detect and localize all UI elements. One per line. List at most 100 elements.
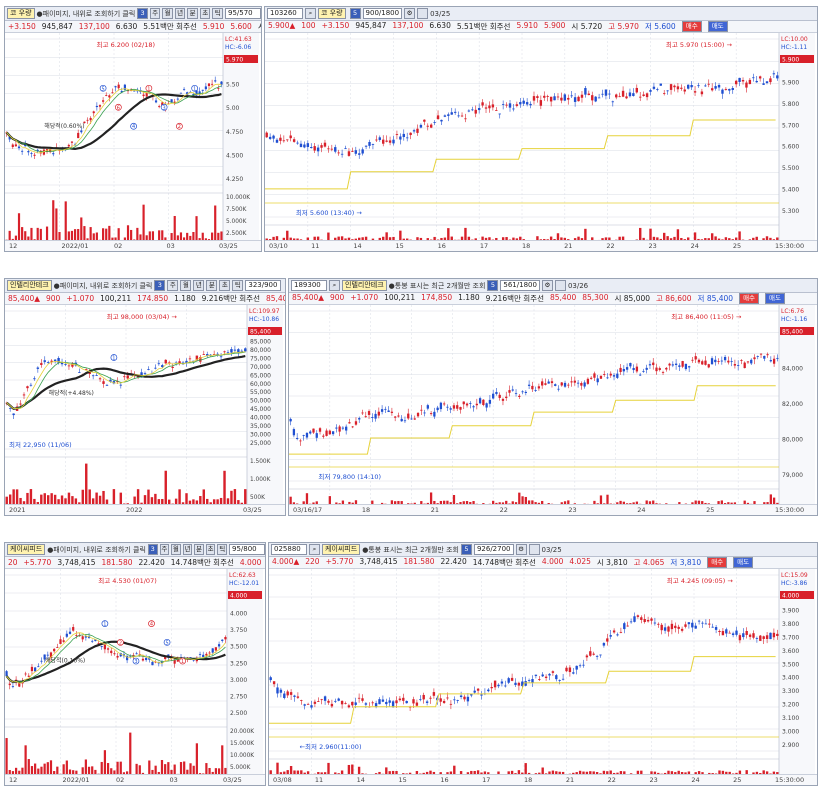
period-btn-month[interactable]: 월 bbox=[162, 8, 173, 19]
candle-body bbox=[95, 375, 98, 377]
candle-body bbox=[734, 80, 738, 85]
volume-bar bbox=[272, 236, 275, 241]
period-selector[interactable]: 5 bbox=[487, 280, 499, 291]
stock-name-field[interactable]: 인텔리안테크 bbox=[342, 280, 387, 291]
settings-gear-icon[interactable]: ⚙ bbox=[541, 280, 553, 291]
period-btn-year[interactable]: 년 bbox=[174, 8, 186, 19]
sell-button[interactable]: 매도 bbox=[707, 21, 728, 32]
period-btn-tick[interactable]: 틱 bbox=[212, 8, 223, 19]
volume-bar bbox=[776, 502, 779, 505]
volume-bar bbox=[469, 502, 472, 505]
candle-body bbox=[378, 699, 381, 705]
candle-body bbox=[772, 73, 776, 75]
period-btn-week[interactable]: 주 bbox=[159, 544, 170, 555]
stock-code-field[interactable]: 025880 bbox=[271, 544, 307, 555]
period-selector[interactable]: 3 bbox=[137, 8, 148, 19]
volume-bar bbox=[289, 766, 293, 775]
daily-chart-area[interactable]: 4.2504.0003.7503.5003.2503.0002.7502.500… bbox=[5, 569, 265, 775]
volume-bar bbox=[519, 236, 522, 241]
volume-bar bbox=[74, 498, 78, 505]
period-selector[interactable]: 5 bbox=[460, 544, 472, 555]
stock-name-field[interactable]: 코 우량 bbox=[318, 8, 346, 19]
settings-gear-icon[interactable]: ⚙ bbox=[515, 544, 527, 555]
checkbox-date[interactable] bbox=[417, 8, 429, 19]
stock-code-field[interactable]: 189300 bbox=[291, 280, 327, 291]
volume-bar bbox=[449, 771, 453, 775]
period-btn-tick[interactable]: 틱 bbox=[232, 280, 244, 291]
count-field[interactable]: 926/2700 bbox=[473, 544, 514, 555]
buy-button[interactable]: 매수 bbox=[707, 557, 728, 568]
period-btn-year[interactable]: 년 bbox=[182, 544, 193, 555]
period-selector[interactable]: 3 bbox=[154, 280, 166, 291]
side-badge: LC:62.63 bbox=[229, 572, 256, 579]
stock-name-field[interactable]: 인텔리안테크 bbox=[7, 280, 52, 291]
period-selector[interactable]: 3 bbox=[147, 544, 158, 555]
candle-body bbox=[591, 95, 594, 101]
volume-bar bbox=[483, 771, 487, 775]
stock-name-field[interactable]: 케이씨피드 bbox=[322, 544, 361, 555]
search-icon[interactable]: ⌕ bbox=[329, 280, 340, 291]
stock-code-field[interactable]: 103260 bbox=[267, 8, 303, 19]
candle-body bbox=[318, 428, 322, 432]
daily-chart-area[interactable]: 90,00085,00080,00075,00070,00065,00060,0… bbox=[5, 305, 285, 505]
intraday-chart-area[interactable]: 86,00084,00082,00080,00079,000LC:6.76HC:… bbox=[289, 305, 817, 505]
count-field[interactable]: 95/570 bbox=[225, 8, 261, 19]
period-btn-minute[interactable]: 분 bbox=[194, 544, 204, 555]
candle-body bbox=[56, 647, 59, 648]
stock-name-field[interactable]: 코 우량 bbox=[7, 8, 35, 19]
count-field[interactable]: 95/800 bbox=[228, 544, 265, 555]
period-btn-week[interactable]: 주 bbox=[149, 8, 161, 19]
intraday-chart-area[interactable]: 6.0005.9005.8005.7005.6005.5005.4005.300… bbox=[265, 33, 817, 241]
current-price-badge bbox=[780, 327, 814, 335]
candle-body bbox=[717, 84, 721, 88]
count-field[interactable]: 900/1800 bbox=[362, 8, 403, 19]
price-axis bbox=[779, 569, 815, 775]
candle-body bbox=[29, 384, 33, 386]
period-btn-second[interactable]: 초 bbox=[205, 544, 216, 555]
intraday-chart-area[interactable]: 4.000 3.900 3.800 3.700 3.600 3.500 3.400 3.300… bbox=[269, 569, 817, 775]
volume-bar bbox=[648, 501, 652, 505]
volume-bar bbox=[735, 772, 738, 775]
candle-body bbox=[168, 362, 171, 364]
period-btn-minute[interactable]: 분 bbox=[187, 8, 198, 19]
volume-bar bbox=[95, 492, 98, 505]
x-tick-label: 03/25 bbox=[223, 776, 242, 784]
volume-bar bbox=[656, 237, 659, 241]
volume-bar bbox=[302, 501, 305, 505]
ma-short-line bbox=[6, 632, 226, 684]
sell-button[interactable]: 매도 bbox=[765, 293, 786, 304]
volume-bar bbox=[487, 772, 490, 775]
stock-name-field[interactable]: 케이씨피드 bbox=[7, 544, 46, 555]
info-value: 6.630 bbox=[429, 21, 451, 30]
period-btn-month[interactable]: 월 bbox=[180, 280, 192, 291]
settings-gear-icon[interactable]: ⚙ bbox=[404, 8, 416, 19]
search-icon[interactable]: ⌕ bbox=[305, 8, 316, 19]
candle-body bbox=[636, 615, 640, 617]
volume-bar bbox=[24, 745, 27, 775]
count-field[interactable]: 561/1800 bbox=[500, 280, 540, 291]
daily-chart-area[interactable]: 6.005.505.004.7504.5004.250LC:41.63HC:-6… bbox=[5, 33, 261, 241]
period-selector[interactable]: 5 bbox=[349, 8, 361, 19]
info-value: 저 5.600 bbox=[644, 22, 676, 31]
count-field[interactable]: 323/900 bbox=[245, 280, 282, 291]
candle-body bbox=[292, 139, 296, 142]
y-tick-label: 65,000 bbox=[250, 372, 271, 379]
buy-button[interactable]: 매수 bbox=[739, 293, 760, 304]
candle-body bbox=[80, 130, 83, 133]
checkbox-date[interactable] bbox=[554, 280, 566, 291]
sell-button[interactable]: 매도 bbox=[733, 557, 754, 568]
volume-bar bbox=[694, 772, 697, 775]
period-btn-week[interactable]: 주 bbox=[167, 280, 179, 291]
search-icon[interactable]: ⌕ bbox=[309, 544, 320, 555]
period-btn-year[interactable]: 년 bbox=[193, 280, 205, 291]
candle-body bbox=[543, 95, 546, 98]
period-btn-month[interactable]: 월 bbox=[171, 544, 181, 555]
period-btn-second[interactable]: 초 bbox=[219, 280, 231, 291]
buy-button[interactable]: 매수 bbox=[681, 21, 702, 32]
period-btn-tick[interactable]: 틱 bbox=[217, 544, 227, 555]
checkbox-date[interactable] bbox=[528, 544, 540, 555]
period-btn-minute[interactable]: 분 bbox=[206, 280, 218, 291]
period-btn-second[interactable]: 초 bbox=[199, 8, 211, 19]
candle-body bbox=[697, 85, 700, 87]
volume-bar bbox=[439, 772, 442, 775]
